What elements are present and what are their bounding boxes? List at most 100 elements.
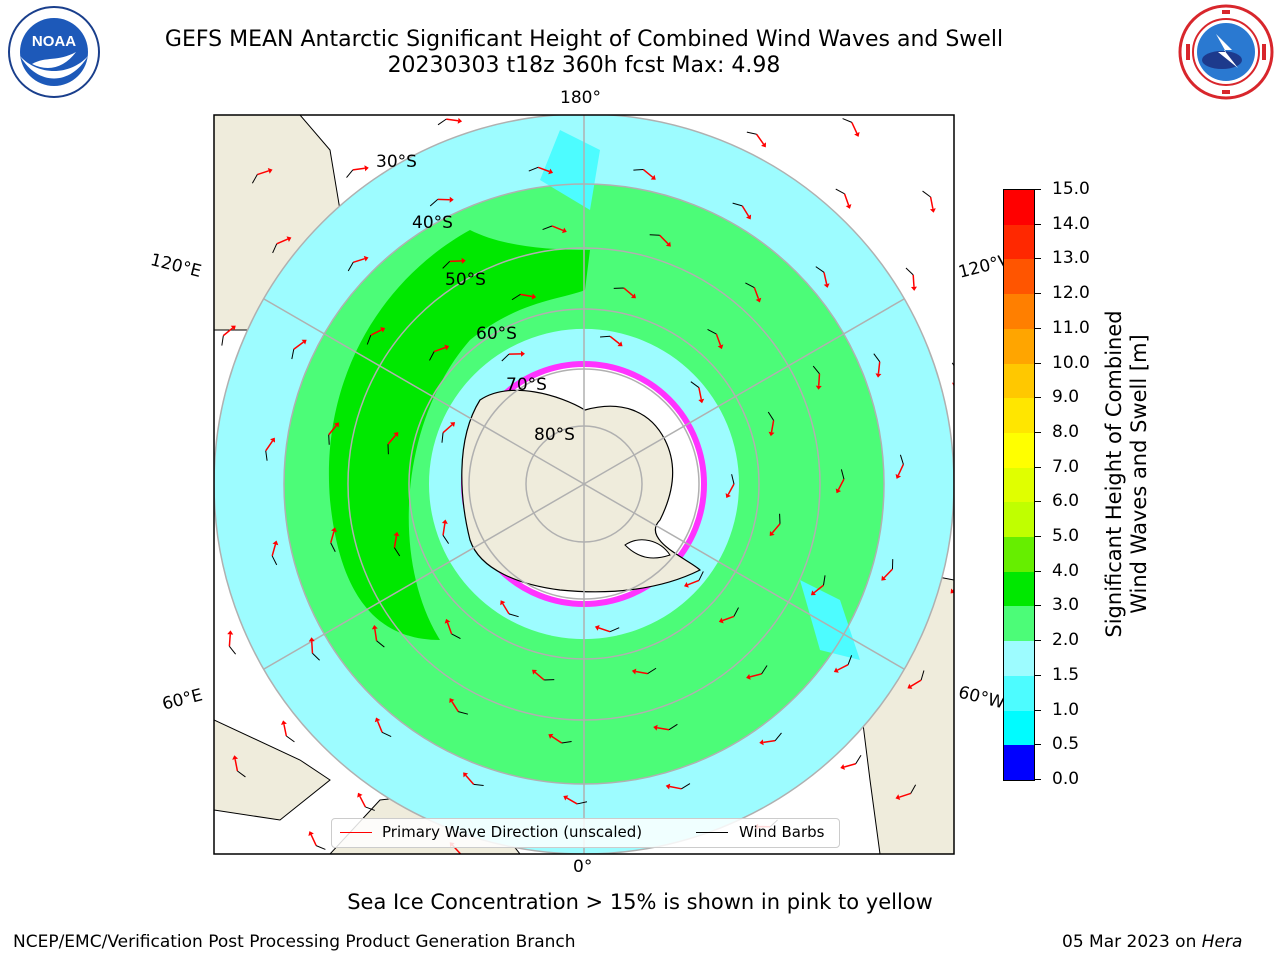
wave-direction-arrow (897, 464, 905, 476)
wave-direction-arrowhead (665, 783, 671, 790)
wave-direction-arrow (823, 272, 828, 285)
wind-barb (134, 469, 136, 479)
wave-direction-arrow (656, 101, 665, 109)
wave-direction-arrow (813, 584, 824, 594)
wave-direction-arrowhead (138, 455, 143, 460)
wave-direction-arrowhead (895, 794, 901, 801)
wind-barb (600, 335, 611, 338)
footer-host: Hera (1201, 932, 1243, 952)
wave-direction-arrow (815, 863, 827, 864)
wind-barb (535, 36, 544, 39)
wave-direction-arrowhead (331, 527, 337, 533)
wind-barb (473, 783, 484, 786)
wind-barb (381, 731, 392, 738)
wind-barb (330, 542, 336, 552)
wave-direction-arrowhead (201, 253, 206, 258)
wave-direction-arrow (465, 774, 475, 785)
wave-direction-arrowhead (875, 373, 882, 378)
wave-direction-arrow (912, 274, 915, 287)
legend-primary-wave-label: Primary Wave Direction (unscaled) (382, 823, 643, 841)
wave-direction-arrow (234, 759, 239, 772)
wave-direction-arrowhead (272, 540, 279, 546)
wave-direction-arrowhead (444, 344, 450, 351)
wave-direction-arrowhead (725, 493, 731, 499)
wind-barb (312, 652, 320, 661)
wave-direction-arrow (955, 371, 957, 383)
map-title-line2: 20230303 t18z 360h fcst Max: 4.98 (387, 53, 781, 78)
latitude-label-80s: 80°S (534, 425, 575, 445)
map-frame (213, 114, 955, 855)
wave-direction-arrowhead (833, 667, 839, 673)
wave-direction-arrow (698, 387, 703, 400)
wave-direction-arrow (968, 476, 974, 487)
wind-barb (328, 434, 330, 445)
wave-direction-arrow (359, 795, 367, 808)
colorbar-tick-label: 1.5 (1052, 664, 1080, 685)
colorbar-tick (1034, 779, 1041, 780)
wind-barb (144, 577, 148, 586)
wave-direction-arrow (653, 39, 663, 46)
wave-direction-arrowhead (962, 710, 967, 715)
wave-direction-arrow (883, 568, 894, 579)
wave-direction-arrow (534, 671, 545, 681)
wind-barb (609, 627, 620, 633)
wave-direction-arrow (741, 205, 750, 217)
wind-barb (746, 131, 757, 135)
wind-barb (508, 613, 519, 618)
wave-direction-arrow (151, 353, 159, 362)
wave-direction-arrowhead (551, 865, 556, 870)
wave-direction-arrow (545, 36, 556, 41)
wave-direction-arrowhead (461, 257, 466, 264)
graticule (214, 115, 954, 854)
wave-direction-arrowhead (449, 196, 454, 203)
footer-credit: NCEP/EMC/Verification Post Processing Pr… (13, 932, 576, 952)
colorbar-tick (1034, 674, 1041, 676)
colorbar-segment (1004, 675, 1034, 711)
wave-direction-arrow (374, 628, 378, 641)
wave-direction-arrowhead (763, 76, 768, 81)
colorbar-segment (1004, 745, 1034, 780)
colorbar-segment (1004, 259, 1034, 295)
wave-direction-arrowhead (631, 668, 637, 675)
wave-direction-arrowhead (746, 214, 752, 220)
wave-direction-arrow (749, 673, 762, 678)
wave-direction-arrowhead (353, 101, 357, 107)
colorbar (1003, 189, 1035, 781)
wind-barb (822, 575, 826, 586)
wave-direction-arrow (659, 861, 671, 864)
colorbar-tick (1034, 501, 1041, 503)
wind-barb (393, 547, 401, 557)
wave-direction-arrow (756, 133, 765, 145)
colorbar-tick (1034, 189, 1041, 190)
wave-direction-arrow (753, 287, 760, 300)
wave-direction-arrow (843, 193, 850, 206)
colorbar-tick-label: 13.0 (1052, 248, 1090, 269)
colorbar-tick (1034, 397, 1041, 399)
wind-barb (767, 411, 775, 421)
wave-direction-arrow (197, 429, 204, 439)
wind-barb (451, 633, 461, 639)
wave-direction-arrowhead (227, 630, 234, 635)
colorbar-segment (1004, 502, 1034, 538)
wave-direction-arrow (276, 238, 289, 245)
wave-direction-arrowhead (835, 488, 842, 494)
wave-direction-arrowhead (531, 293, 537, 300)
wave-direction-arrow (877, 361, 881, 374)
wave-direction-arrowhead (895, 473, 902, 479)
colorbar-tick (1034, 362, 1041, 364)
colorbar-segment (1004, 641, 1034, 676)
wave-direction-arrow (199, 533, 203, 544)
wind-barb (542, 225, 553, 231)
colorbar-segment (1004, 432, 1034, 468)
wind-barb (334, 105, 341, 112)
colorbar-tick (1034, 744, 1041, 746)
wind-barb (365, 806, 375, 811)
colorbar-tick (1034, 258, 1041, 260)
colorbar-tick (1034, 327, 1041, 329)
wave-direction-arrowhead (532, 669, 538, 675)
wind-barb (633, 169, 644, 171)
primary-wave-arrows (134, 36, 975, 870)
wave-direction-arrow (265, 440, 274, 452)
wave-direction-arrow (965, 706, 975, 712)
